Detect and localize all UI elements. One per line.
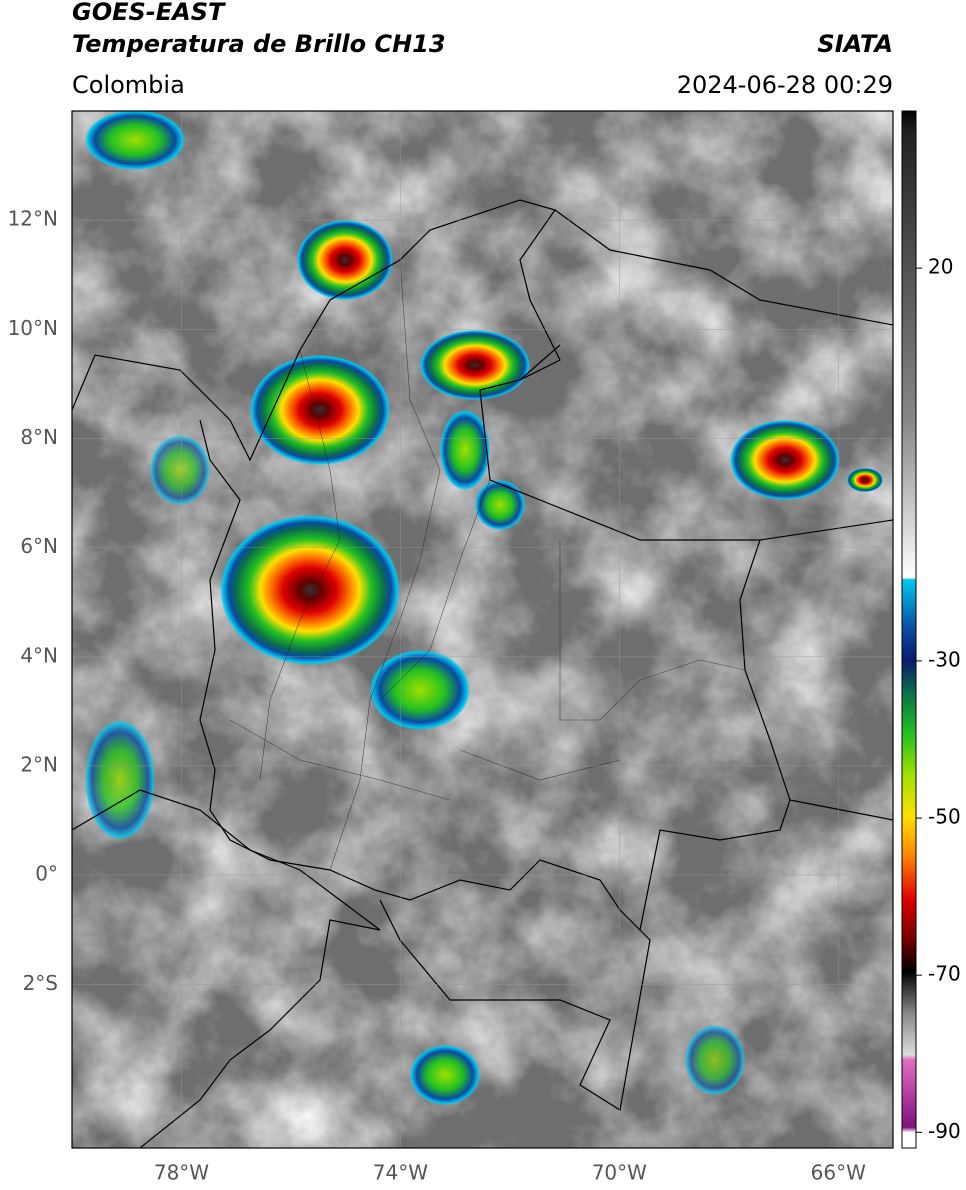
- admin-borders: [229, 259, 746, 871]
- lat-tick-label: 0°: [35, 862, 58, 886]
- title: GOES-EAST: [72, 0, 226, 26]
- colorbar-tick-label: -90: [928, 1119, 961, 1143]
- lon-tick-label: 78°W: [154, 1161, 209, 1185]
- lat-tick-label: 12°N: [8, 207, 58, 231]
- source: SIATA: [817, 30, 893, 58]
- borders: [72, 199, 893, 1148]
- map-image: [72, 111, 893, 1148]
- cloud-texture: [72, 111, 893, 1148]
- lat-tick-label: 8°N: [20, 425, 58, 449]
- colorbar-tick-label: 20: [928, 255, 953, 279]
- colorbar: [901, 110, 917, 1149]
- lon-tick-label: 66°W: [811, 1161, 866, 1185]
- lat-tick-label: 4°N: [20, 643, 58, 667]
- datetime: 2024-06-28 00:29: [677, 71, 893, 99]
- lat-tick-label: 2°S: [23, 971, 58, 995]
- graticule: [72, 111, 893, 1148]
- lon-tick-label: 70°W: [592, 1161, 647, 1185]
- colorbar-tick-label: -30: [928, 647, 961, 671]
- lat-tick-label: 6°N: [20, 534, 58, 558]
- lat-tick-label: 2°N: [20, 752, 58, 776]
- region: Colombia: [72, 71, 185, 99]
- subtitle: Temperatura de Brillo CH13: [72, 30, 446, 58]
- colorbar-tick-label: -50: [928, 805, 961, 829]
- lon-tick-label: 74°W: [373, 1161, 428, 1185]
- map-frame: [71, 110, 894, 1149]
- colorbar-tick-label: -70: [928, 962, 961, 986]
- lat-tick-label: 10°N: [8, 316, 58, 340]
